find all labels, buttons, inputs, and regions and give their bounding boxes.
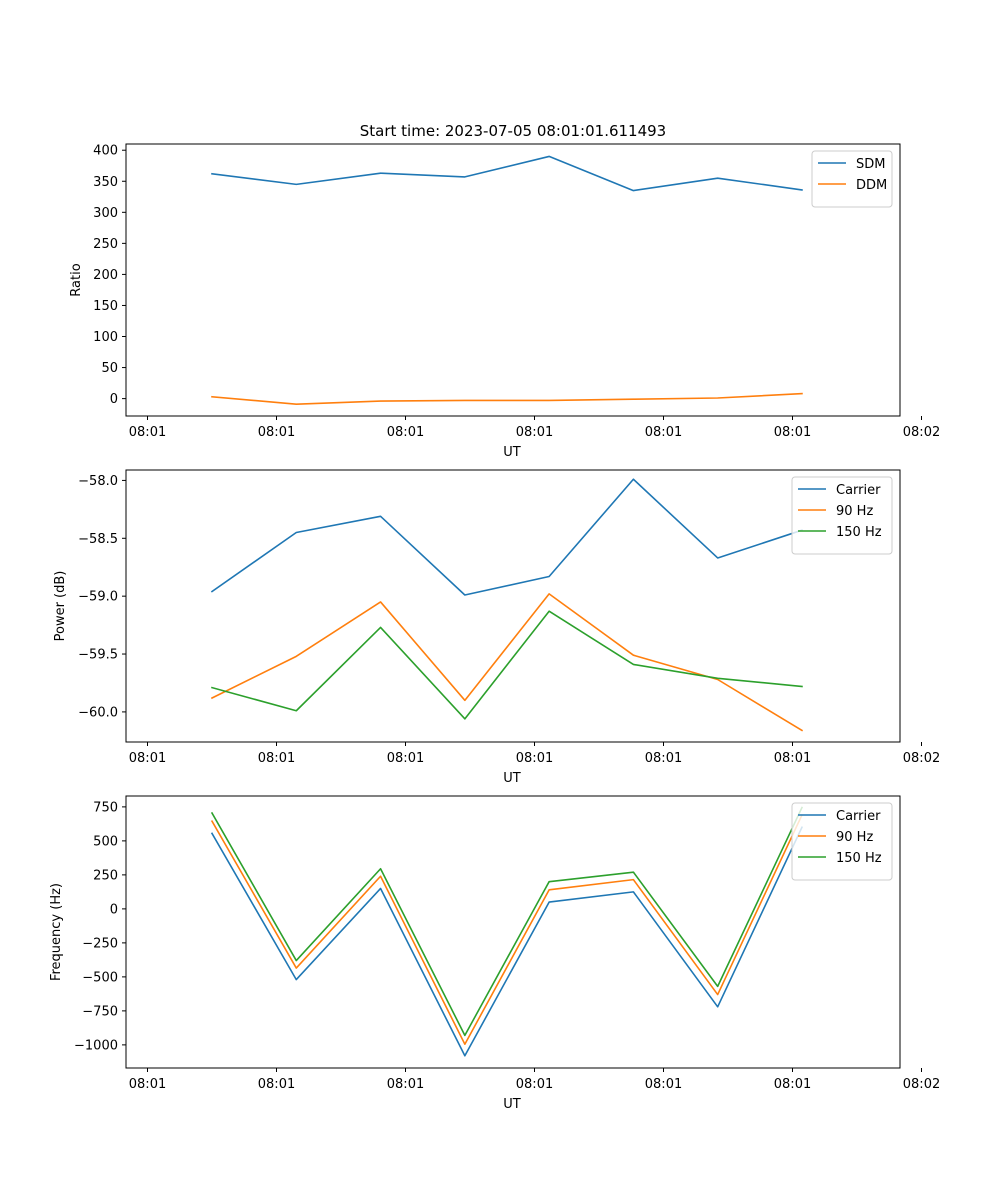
y-tick-label: −500 [82,970,118,985]
x-tick-label: 08:01 [258,1077,295,1092]
series-line-carrier [210,826,804,1057]
y-tick-label: 0 [110,902,118,917]
x-tick-label: 08:01 [387,751,424,766]
y-tick-label: 250 [93,868,118,883]
series-line-90-hz [210,813,804,1045]
y-tick-label: −58.5 [78,532,118,547]
plot-area [125,143,901,417]
y-tick-label: 500 [93,834,118,849]
y-tick-label: 350 [93,175,118,190]
legend: Carrier 90 Hz 150 Hz [791,476,893,555]
chart-panel-3: 08:01 08:01 08:01 08:01 08:01 08:01 08:02 −1000… [49,795,940,1112]
series-line-sdm [211,155,803,192]
series-line-90-hz [210,593,804,732]
y-tick-label: 100 [93,330,118,345]
plot-area [125,469,901,743]
legend-label: 150 Hz [836,851,882,866]
legend: Carrier 90 Hz 150 Hz [791,802,893,881]
legend-frame [791,476,893,555]
legend-label: Carrier [836,483,881,498]
y-tick-label: 150 [93,299,118,314]
y-tick-label: −59.0 [78,590,118,605]
y-tick-label: 200 [93,268,118,283]
series-line-carrier [210,478,803,596]
series-line-ddm [211,392,803,406]
x-tick-label: 08:01 [645,751,682,766]
x-tick-label: 08:01 [774,751,811,766]
x-tick-label: 08:01 [774,1077,811,1092]
y-tick-label: −250 [82,936,118,951]
y-tick-label: 750 [93,800,118,815]
y-tick-label: −59.5 [78,648,118,663]
y-tick-label: −750 [82,1004,118,1019]
x-axis-label: UT [503,771,521,786]
plot-area [125,795,901,1069]
y-tick-label: 400 [93,144,118,159]
x-tick-label: 08:01 [129,751,166,766]
x-tick-label: 08:02 [903,751,940,766]
legend-label: 90 Hz [836,504,873,519]
y-tick-label: 0 [110,392,118,407]
series-line-150-hz [211,610,803,720]
x-tick-label: 08:01 [129,1077,166,1092]
legend-label: DDM [856,178,887,193]
y-tick-label: −60.0 [78,705,118,720]
x-tick-label: 08:01 [387,425,424,440]
x-axis-label: UT [503,1097,521,1112]
x-tick-label: 08:01 [258,751,295,766]
x-tick-label: 08:01 [258,425,295,440]
y-axis-label: Frequency (Hz) [49,883,64,981]
legend-label: Carrier [836,809,881,824]
x-tick-label: 08:01 [516,425,553,440]
y-axis-label: Ratio [69,263,84,296]
x-tick-label: 08:01 [516,1077,553,1092]
chart-panel-1: 08:01 08:01 08:01 08:01 08:01 08:01 08:02 0 50 10… [69,143,940,460]
legend-label: 150 Hz [836,525,882,540]
x-tick-label: 08:01 [516,751,553,766]
x-tick-label: 08:02 [903,425,940,440]
y-tick-label: 250 [93,237,118,252]
x-axis-label: UT [503,445,521,460]
legend-frame [791,802,893,881]
legend: SDM DDM [811,150,893,208]
chart-panel-2: 08:01 08:01 08:01 08:01 08:01 08:01 08:02 −60.0… [53,469,940,786]
x-tick-label: 08:01 [645,425,682,440]
x-tick-label: 08:01 [129,425,166,440]
x-tick-label: 08:01 [387,1077,424,1092]
legend-frame [811,150,893,208]
y-axis-label: Power (dB) [53,571,68,642]
y-tick-label: −1000 [74,1038,118,1053]
y-tick-label: 50 [101,361,118,376]
legend-label: 90 Hz [836,830,873,845]
x-tick-label: 08:01 [774,425,811,440]
y-tick-label: 300 [93,206,118,221]
x-tick-label: 08:01 [645,1077,682,1092]
x-tick-label: 08:02 [903,1077,940,1092]
legend-label: SDM [856,157,885,172]
chart-title: Start time: 2023-07-05 08:01:01.611493 [360,122,666,140]
y-tick-label: −58.0 [78,474,118,489]
series-line-150-hz [210,806,804,1037]
